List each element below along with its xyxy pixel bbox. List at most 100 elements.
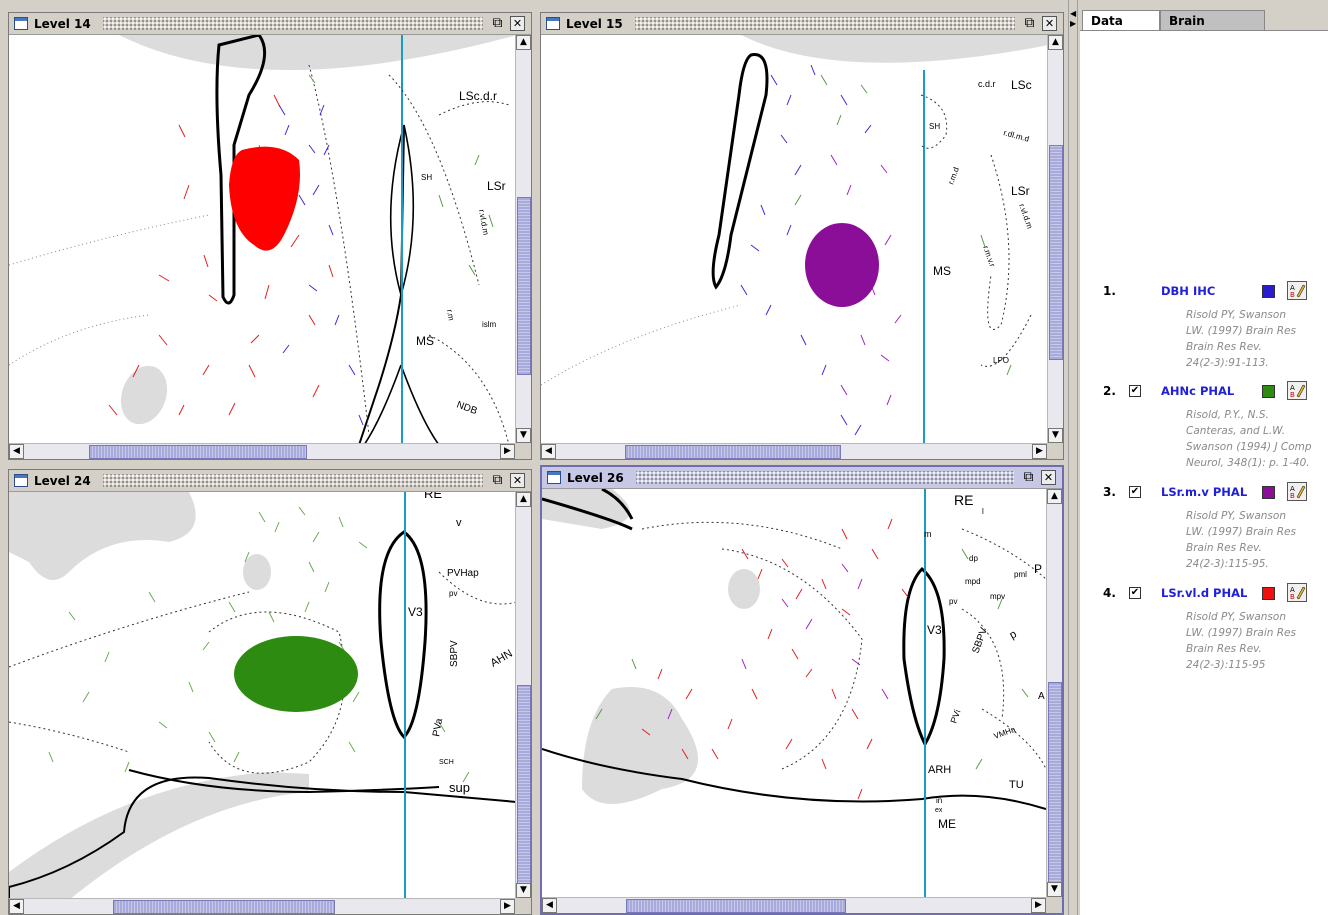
scroll-right-button[interactable]: ▶ [500,899,515,914]
scroll-up-button[interactable]: ▲ [1047,489,1062,504]
color-swatch[interactable] [1262,486,1275,499]
brain-map-canvas[interactable]: RE l m dp pml mpd mpv pv P V3 SBPV p PVi… [542,489,1046,897]
vertical-scrollbar[interactable]: ▲ ▼ [1046,489,1062,897]
color-swatch[interactable] [1262,385,1275,398]
checkbox-icon[interactable]: ✔ [1129,385,1141,397]
svg-text:A: A [1290,384,1295,392]
vertical-scroll-thumb[interactable] [1048,682,1062,884]
map-label-pv: pv [949,597,957,606]
map-label-dp: dp [969,554,978,563]
svg-text:A: A [1290,485,1295,493]
maximize-icon[interactable]: ⧉ [492,15,503,31]
brain-map-canvas[interactable]: c.d.r LSc SH r.dl.m.d r.m.d LSr r.vl.d.m… [541,35,1047,443]
close-icon[interactable]: ✕ [1041,470,1056,485]
level-26-titlebar[interactable]: Level 26 ⧉ ✕ [542,467,1062,489]
maximize-icon[interactable]: ⧉ [1024,15,1035,31]
map-label-in: in [936,796,942,805]
dataset-citation: Risold PY, Swanson LW. (1997) Brain Res … [1186,508,1321,572]
scroll-up-button[interactable]: ▲ [516,492,531,507]
scroll-left-button[interactable]: ◀ [9,899,24,914]
vertical-scroll-thumb[interactable] [1049,145,1063,360]
scroll-left-button[interactable]: ◀ [542,898,557,913]
level-24-map[interactable]: RE v PVHap pv V3 SBPV AHN PVa SCH sup [9,492,515,898]
scroll-left-button[interactable]: ◀ [541,444,556,459]
blue-fibers [740,64,872,436]
map-label-PVi: PVi [948,708,962,724]
level-14-map[interactable]: LSc.d.r SH LSr r.vl.d.m r.m islm MS NDB [9,35,515,443]
maximize-icon[interactable]: ⧉ [492,472,503,488]
color-swatch[interactable] [1262,285,1275,298]
dataset-name-link[interactable]: LSr.m.v PHAL [1161,485,1248,499]
scroll-up-button[interactable]: ▲ [1048,35,1063,50]
horizontal-scrollbar[interactable]: ◀ ▶ [9,443,515,459]
map-label-r.dl.m.d: r.dl.m.d [1002,128,1030,143]
vertical-scrollbar[interactable]: ▲ ▼ [1047,35,1063,443]
map-label-RE: RE [424,492,442,501]
maximize-icon[interactable]: ⧉ [1023,469,1034,485]
titlebar-grip[interactable] [103,17,483,30]
scroll-down-button[interactable]: ▼ [516,883,531,898]
level-24-titlebar[interactable]: Level 24 ⧉ ✕ [9,470,531,492]
dataset-name-link[interactable]: LSr.vl.d PHAL [1161,586,1248,600]
collapse-right-icon[interactable]: ▶ [1070,19,1077,28]
horizontal-scrollbar[interactable]: ◀ ▶ [9,898,515,914]
vertical-scroll-thumb[interactable] [517,685,531,889]
close-icon[interactable]: ✕ [510,473,525,488]
map-label-AHN: AHN [489,648,515,670]
scroll-left-button[interactable]: ◀ [9,444,24,459]
horizontal-scrollbar[interactable]: ◀ ▶ [542,897,1046,913]
close-icon[interactable]: ✕ [1042,16,1057,31]
vertical-scrollbar[interactable]: ▲ ▼ [515,35,531,443]
map-label-SH: SH [421,173,432,182]
scroll-up-button[interactable]: ▲ [516,35,531,50]
close-icon[interactable]: ✕ [510,16,525,31]
checkbox-icon[interactable]: ✔ [1129,486,1141,498]
brain-map-canvas[interactable]: RE v PVHap pv V3 SBPV AHN PVa SCH sup [9,492,515,898]
citation-line: Risold, P.Y., N.S. [1186,409,1269,421]
vertical-scroll-thumb[interactable] [517,197,531,375]
scroll-down-button[interactable]: ▼ [516,428,531,443]
horizontal-scroll-thumb[interactable] [626,899,846,913]
brain-map-canvas[interactable]: LSc.d.r SH LSr r.vl.d.m r.m islm MS NDB [9,35,515,443]
scroll-down-button[interactable]: ▼ [1048,428,1063,443]
level-26-map[interactable]: RE l m dp pml mpd mpv pv P V3 SBPV p PVi… [542,489,1046,897]
collapse-left-icon[interactable]: ◀ [1070,9,1077,18]
vertical-scrollbar[interactable]: ▲ ▼ [515,492,531,898]
horizontal-scroll-thumb[interactable] [113,900,335,914]
injection-site-red [229,146,300,251]
titlebar-grip[interactable] [636,471,1014,484]
scroll-right-button[interactable]: ▶ [1031,898,1046,913]
citation-line: Brain Res Rev. [1186,341,1262,353]
level-14-titlebar[interactable]: Level 14 ⧉ ✕ [9,13,531,35]
scroll-right-button[interactable]: ▶ [1032,444,1047,459]
horizontal-scrollbar[interactable]: ◀ ▶ [541,443,1047,459]
citation-line: Neurol, 348(1): p. 1-40. [1186,457,1310,469]
level-15-map[interactable]: c.d.r LSc SH r.dl.m.d r.m.d LSr r.vl.d.m… [541,35,1047,443]
titlebar-grip[interactable] [635,17,1015,30]
tab-data-map[interactable]: Data Map [1082,10,1160,48]
split-pane-divider[interactable]: ◀ ▶ [1068,0,1078,915]
tab-brain-volume[interactable]: Brain Volume [1160,10,1265,48]
titlebar-grip[interactable] [103,474,483,487]
scroll-right-button[interactable]: ▶ [500,444,515,459]
map-label-r.vl.d.m: r.vl.d.m [1017,203,1034,231]
horizontal-scroll-thumb[interactable] [89,445,307,459]
green-fibers [258,74,494,276]
window-icon [14,17,28,30]
citation-line: LW. (1997) Brain Res [1186,627,1296,639]
scroll-corner [515,443,531,459]
checkbox-icon[interactable]: ✔ [1129,587,1141,599]
horizontal-scroll-thumb[interactable] [625,445,841,459]
level-15-titlebar[interactable]: Level 15 ⧉ ✕ [541,13,1063,35]
map-label-pml: pml [1014,570,1027,579]
dataset-name-link[interactable]: AHNc PHAL [1161,384,1235,398]
color-swatch[interactable] [1262,587,1275,600]
map-label-r.m: r.m [445,309,456,322]
scroll-down-button[interactable]: ▼ [1047,882,1062,897]
dataset-name-link[interactable]: DBH IHC [1161,284,1216,298]
